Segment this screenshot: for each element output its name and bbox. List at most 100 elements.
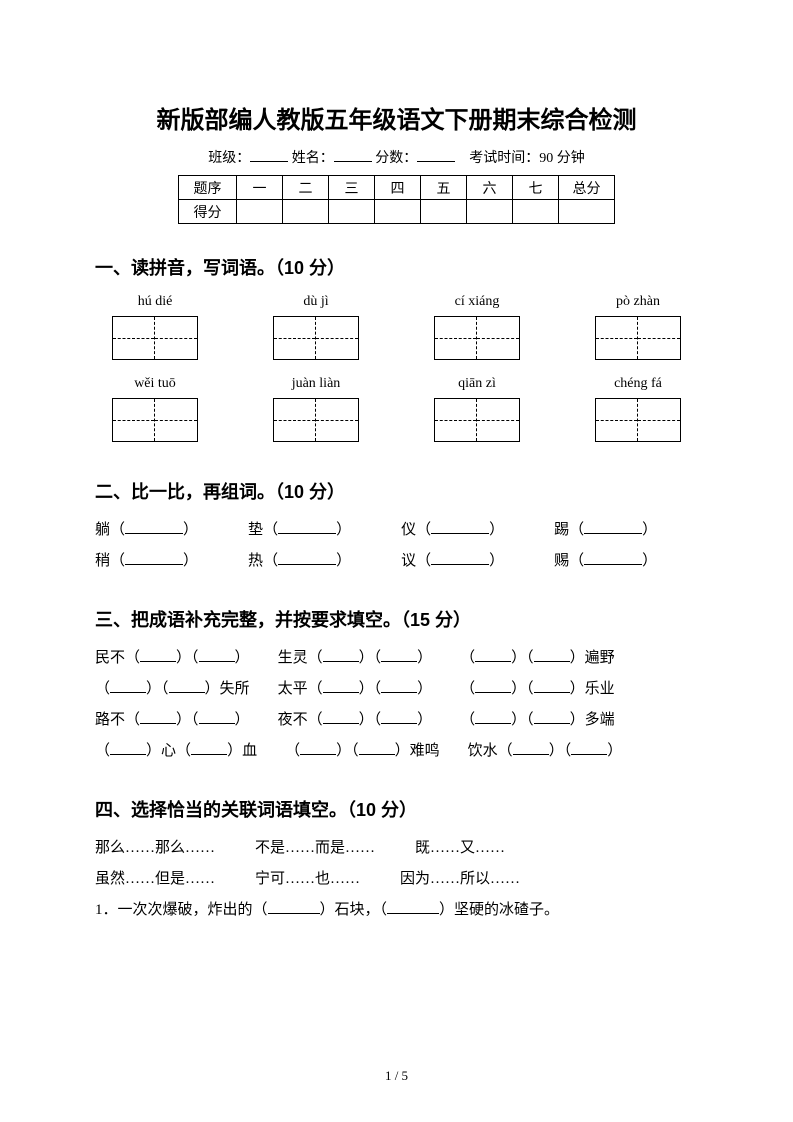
fill-blank[interactable] xyxy=(323,648,359,662)
fill-blank[interactable] xyxy=(140,648,176,662)
char-grid[interactable] xyxy=(273,316,359,360)
fill-blank[interactable] xyxy=(475,710,511,724)
table-row: 题序 一 二 三 四 五 六 七 总分 xyxy=(179,176,615,200)
pinyin-item: dù jì xyxy=(256,294,376,360)
idiom-item: 太平（）（） xyxy=(278,677,433,698)
idiom-item: （）心（）血 xyxy=(95,739,257,760)
fill-blank[interactable] xyxy=(278,551,336,565)
compare-item: 议（） xyxy=(401,549,504,570)
conjunction-option: 既……又…… xyxy=(415,836,505,857)
fill-blank[interactable] xyxy=(300,741,336,755)
fill-blank[interactable] xyxy=(125,520,183,534)
idiom-item: （）（）失所 xyxy=(95,677,250,698)
conjunction-option: 那么……那么…… xyxy=(95,836,215,857)
idiom-item: （）（）乐业 xyxy=(460,677,615,698)
fill-blank[interactable] xyxy=(140,710,176,724)
fill-blank[interactable] xyxy=(381,648,417,662)
fill-blank[interactable] xyxy=(323,679,359,693)
section-heading: 二、比一比，再组词。（10 分） xyxy=(95,478,698,504)
score-cell[interactable] xyxy=(421,200,467,224)
idiom-item: 夜不（）（） xyxy=(278,708,433,729)
idiom-row: 民不（）（） 生灵（）（） （）（）遍野 xyxy=(95,646,698,667)
name-label: 姓名： xyxy=(292,151,334,166)
fill-blank[interactable] xyxy=(110,741,146,755)
compare-item: 垫（） xyxy=(248,518,351,539)
char-grid[interactable] xyxy=(595,316,681,360)
fill-blank[interactable] xyxy=(534,648,570,662)
pinyin-row: wěi tuō juàn liàn qiān zì chéng fá xyxy=(95,376,698,442)
fill-blank[interactable] xyxy=(381,710,417,724)
score-cell[interactable] xyxy=(513,200,559,224)
compare-row: 稍（） 热（） 议（） 赐（） xyxy=(95,549,698,570)
idiom-item: 生灵（）（） xyxy=(278,646,433,667)
fill-blank[interactable] xyxy=(268,900,320,914)
fill-blank[interactable] xyxy=(387,900,439,914)
score-cell[interactable] xyxy=(467,200,513,224)
fill-blank[interactable] xyxy=(431,520,489,534)
fill-blank[interactable] xyxy=(534,679,570,693)
fill-blank[interactable] xyxy=(381,679,417,693)
pinyin-label: cí xiáng xyxy=(455,294,500,310)
pinyin-label: wěi tuō xyxy=(134,376,176,392)
pinyin-label: chéng fá xyxy=(614,376,662,392)
pinyin-item: juàn liàn xyxy=(256,376,376,442)
char-grid[interactable] xyxy=(434,398,520,442)
section-4: 四、选择恰当的关联词语填空。（10 分） 那么……那么…… 不是……而是…… 既… xyxy=(95,796,698,919)
table-header: 四 xyxy=(375,176,421,200)
pinyin-item: qiān zì xyxy=(417,376,537,442)
idiom-item: （）（）难鸣 xyxy=(285,739,440,760)
fill-blank[interactable] xyxy=(191,741,227,755)
fill-blank[interactable] xyxy=(584,520,642,534)
pinyin-label: qiān zì xyxy=(458,376,496,392)
section-heading: 一、读拼音，写词语。（10 分） xyxy=(95,254,698,280)
score-cell[interactable] xyxy=(329,200,375,224)
name-blank[interactable] xyxy=(334,148,372,162)
char-grid[interactable] xyxy=(112,316,198,360)
pinyin-item: pò zhàn xyxy=(578,294,698,360)
idiom-row: （）心（）血 （）（）难鸣 饮水（）（） xyxy=(95,739,698,760)
fill-blank[interactable] xyxy=(125,551,183,565)
fill-blank[interactable] xyxy=(278,520,336,534)
compare-item: 踢（） xyxy=(554,518,657,539)
pinyin-item: hú dié xyxy=(95,294,215,360)
pinyin-item: chéng fá xyxy=(578,376,698,442)
score-cell[interactable] xyxy=(283,200,329,224)
fill-blank[interactable] xyxy=(475,679,511,693)
fill-blank[interactable] xyxy=(513,741,549,755)
char-grid[interactable] xyxy=(112,398,198,442)
fill-blank[interactable] xyxy=(475,648,511,662)
compare-item: 仪（） xyxy=(401,518,504,539)
table-row: 得分 xyxy=(179,200,615,224)
score-label: 分数： xyxy=(375,151,417,166)
section-2: 二、比一比，再组词。（10 分） 躺（） 垫（） 仪（） 踢（） 稍（） 热（）… xyxy=(95,478,698,570)
section-3: 三、把成语补充完整，并按要求填空。（15 分） 民不（）（） 生灵（）（） （）… xyxy=(95,606,698,760)
class-blank[interactable] xyxy=(250,148,288,162)
section-1: 一、读拼音，写词语。（10 分） hú dié dù jì cí xiáng p… xyxy=(95,254,698,442)
table-header: 二 xyxy=(283,176,329,200)
class-label: 班级： xyxy=(208,151,250,166)
fill-blank[interactable] xyxy=(199,648,235,662)
score-blank[interactable] xyxy=(417,148,455,162)
score-cell[interactable] xyxy=(237,200,283,224)
fill-blank[interactable] xyxy=(323,710,359,724)
score-cell[interactable] xyxy=(375,200,421,224)
fill-blank[interactable] xyxy=(169,679,205,693)
table-header: 总分 xyxy=(559,176,615,200)
fill-blank[interactable] xyxy=(571,741,607,755)
char-grid[interactable] xyxy=(595,398,681,442)
fill-blank[interactable] xyxy=(359,741,395,755)
char-grid[interactable] xyxy=(273,398,359,442)
table-header: 六 xyxy=(467,176,513,200)
score-cell[interactable] xyxy=(559,200,615,224)
idiom-item: 民不（）（） xyxy=(95,646,250,667)
pinyin-label: dù jì xyxy=(303,294,328,310)
fill-blank[interactable] xyxy=(199,710,235,724)
pinyin-label: pò zhàn xyxy=(616,294,660,310)
fill-blank[interactable] xyxy=(534,710,570,724)
fill-blank[interactable] xyxy=(110,679,146,693)
compare-item: 热（） xyxy=(248,549,351,570)
fill-blank[interactable] xyxy=(431,551,489,565)
char-grid[interactable] xyxy=(434,316,520,360)
idiom-row: （）（）失所 太平（）（） （）（）乐业 xyxy=(95,677,698,698)
fill-blank[interactable] xyxy=(584,551,642,565)
